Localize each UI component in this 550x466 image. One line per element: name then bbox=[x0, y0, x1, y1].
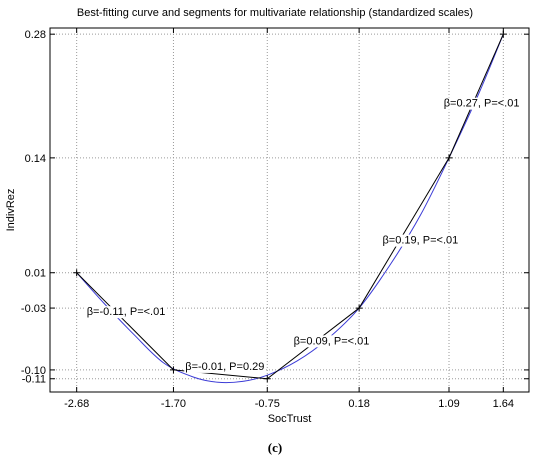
y-tick-label: -0.03 bbox=[21, 303, 46, 315]
breakpoint-marker bbox=[169, 366, 177, 374]
y-axis-label: IndivRez bbox=[5, 189, 17, 232]
axis-ticks: -2.68 -1.70 -0.75 0.18 1.09 1.64 0.28 0.14 0.01 -… bbox=[21, 28, 529, 410]
x-tick-label: -2.68 bbox=[64, 398, 89, 410]
y-tick-label: -0.11 bbox=[22, 374, 46, 386]
segment-annotation: β=0.09, P=<.01 bbox=[294, 335, 370, 347]
x-axis-label: SocTrust bbox=[268, 413, 312, 425]
fitted-curve bbox=[76, 33, 504, 384]
x-tick-label: 1.64 bbox=[493, 398, 514, 410]
annotation-background bbox=[442, 97, 521, 110]
breakpoint-marker bbox=[355, 304, 363, 312]
x-tick-label: 1.09 bbox=[438, 398, 459, 410]
breakpoint-marker bbox=[445, 154, 453, 162]
segment-line bbox=[448, 33, 504, 159]
x-tick-label: 0.18 bbox=[348, 398, 369, 410]
breakpoint-marker bbox=[73, 269, 81, 277]
breakpoint-marker bbox=[499, 30, 507, 38]
annotation-background bbox=[85, 306, 167, 319]
segment-annotation: β=-0.11, P=<.01 bbox=[87, 306, 166, 318]
annotations-layer: β=-0.11, P=<.01 β=-0.01, P=0.29 β=0.09, P=… bbox=[85, 97, 521, 373]
figure-caption: (c) bbox=[267, 440, 283, 455]
segment-annotation: β=0.27, P=<.01 bbox=[444, 98, 520, 110]
annotation-background bbox=[184, 360, 266, 373]
x-tick-label: -1.70 bbox=[161, 398, 186, 410]
segment-annotation: β=-0.01, P=0.29 bbox=[185, 361, 264, 373]
y-tick-label: 0.01 bbox=[25, 268, 46, 280]
segment-line bbox=[358, 157, 450, 309]
y-tick-label: 0.14 bbox=[25, 153, 46, 165]
chart-title: Best-fitting curve and segments for mult… bbox=[77, 7, 473, 19]
annotation-background bbox=[381, 234, 460, 247]
y-tick-label: -0.10 bbox=[21, 365, 46, 377]
plot-frame bbox=[49, 27, 530, 393]
segment-annotation: β=0.19, P=<.01 bbox=[382, 235, 458, 247]
annotation-background bbox=[292, 335, 371, 348]
segment-line bbox=[76, 272, 174, 371]
breakpoint-marker bbox=[263, 375, 271, 383]
x-tick-label: -0.75 bbox=[255, 398, 280, 410]
fitted-curve-layer bbox=[76, 33, 504, 384]
y-tick-label: 0.28 bbox=[25, 29, 46, 41]
